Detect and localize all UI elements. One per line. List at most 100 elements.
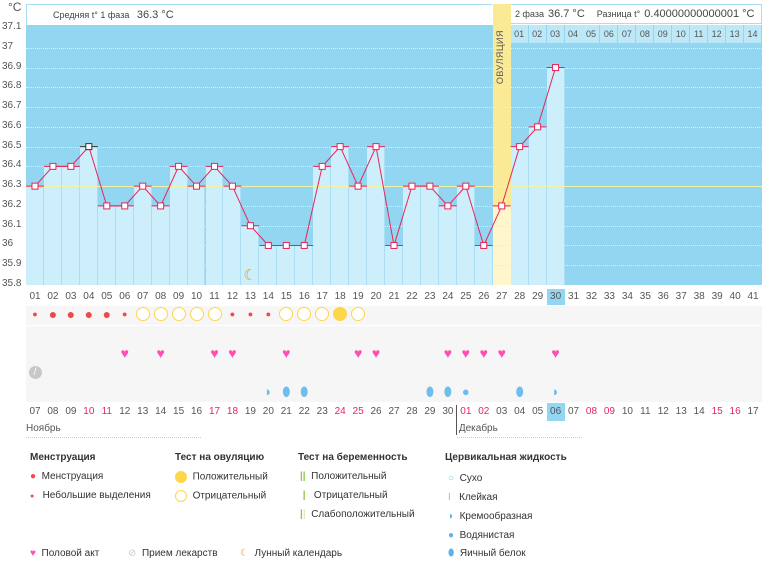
date-label[interactable]: 28 <box>406 406 418 417</box>
cycle-day-label[interactable]: 15 <box>280 291 292 302</box>
temperature-point[interactable] <box>300 241 308 249</box>
date-label[interactable]: 13 <box>675 406 687 417</box>
cycle-day-label[interactable]: 16 <box>298 291 310 302</box>
date-label[interactable]: 11 <box>640 406 651 417</box>
cycle-day-label[interactable]: 18 <box>334 291 346 302</box>
date-label[interactable]: 01 <box>460 406 472 417</box>
temperature-point[interactable] <box>354 182 362 190</box>
date-label[interactable]: 17 <box>747 406 759 417</box>
date-label[interactable]: 08 <box>585 406 598 417</box>
cycle-day-label[interactable]: 25 <box>460 291 472 302</box>
date-label[interactable]: 02 <box>478 406 490 417</box>
cycle-day-label[interactable]: 03 <box>65 291 77 302</box>
temperature-point[interactable] <box>462 182 470 190</box>
cycle-day-label[interactable]: 06 <box>119 291 131 302</box>
cycle-day-label[interactable]: 39 <box>711 291 723 302</box>
cycle-day-label[interactable]: 04 <box>83 291 95 302</box>
cycle-day-label[interactable]: 05 <box>101 291 113 302</box>
date-label[interactable]: 21 <box>280 406 292 417</box>
cycle-day-label[interactable]: 33 <box>603 291 615 302</box>
temperature-point[interactable] <box>264 241 272 249</box>
cycle-day-label[interactable]: 26 <box>478 291 490 302</box>
temperature-point[interactable] <box>67 162 75 170</box>
date-label[interactable]: 26 <box>370 406 382 417</box>
cycle-day-label[interactable]: 36 <box>657 291 669 302</box>
date-label[interactable]: 17 <box>208 406 221 417</box>
cycle-day-label[interactable]: 29 <box>532 291 544 302</box>
cycle-day-label[interactable]: 20 <box>370 291 382 302</box>
date-label[interactable]: 09 <box>65 406 77 417</box>
temperature-point[interactable] <box>210 162 218 170</box>
cycle-day-label[interactable]: 22 <box>406 291 418 302</box>
temperature-point[interactable] <box>318 162 326 170</box>
temperature-point[interactable] <box>175 162 183 170</box>
date-label[interactable]: 16 <box>190 406 203 417</box>
date-label[interactable]: 16 <box>729 406 741 417</box>
cycle-day-label[interactable]: 14 <box>262 291 274 302</box>
date-label[interactable]: 15 <box>173 406 185 417</box>
date-label[interactable]: 12 <box>657 406 669 417</box>
date-label[interactable]: 14 <box>693 406 705 417</box>
date-label[interactable]: 12 <box>119 406 131 417</box>
temperature-point[interactable] <box>282 241 290 249</box>
date-label[interactable]: 06 <box>546 403 565 421</box>
cycle-day-label[interactable]: 41 <box>747 291 759 302</box>
cycle-day-label[interactable]: 32 <box>585 291 598 302</box>
temperature-point[interactable] <box>372 143 380 151</box>
date-label[interactable]: 11 <box>101 406 112 417</box>
temperature-chart[interactable]: 01 02 03 04 05 06 07 08 09 10 11 12 13 14 ☾ <box>26 4 762 285</box>
temperature-point[interactable] <box>31 182 39 190</box>
date-label[interactable]: 10 <box>621 406 633 417</box>
cycle-day-label[interactable]: 30 <box>546 289 565 305</box>
temperature-point[interactable] <box>498 202 506 210</box>
date-label[interactable]: 05 <box>532 406 544 417</box>
date-label[interactable]: 15 <box>711 406 723 417</box>
temperature-point[interactable] <box>49 162 57 170</box>
temperature-point[interactable] <box>480 241 488 249</box>
temperature-point[interactable] <box>246 222 254 230</box>
cycle-day-label[interactable]: 07 <box>137 291 149 302</box>
cycle-day-label[interactable]: 23 <box>424 291 436 302</box>
cycle-day-label[interactable]: 27 <box>496 291 508 302</box>
date-label[interactable]: 22 <box>298 406 310 417</box>
date-label[interactable]: 24 <box>334 406 346 417</box>
date-label[interactable]: 08 <box>47 406 59 417</box>
cycle-day-label[interactable]: 11 <box>209 291 220 302</box>
temperature-point[interactable] <box>336 143 344 151</box>
date-label[interactable]: 10 <box>83 406 95 417</box>
temperature-point[interactable] <box>85 143 93 151</box>
cycle-day-label[interactable]: 21 <box>388 291 400 302</box>
temperature-point[interactable] <box>103 202 111 210</box>
temperature-point[interactable] <box>426 182 434 190</box>
cycle-day-label[interactable]: 17 <box>316 291 328 302</box>
date-label[interactable]: 07 <box>29 406 41 417</box>
cycle-day-label[interactable]: 40 <box>729 291 741 302</box>
cycle-day-label[interactable]: 09 <box>173 291 185 302</box>
date-label[interactable]: 23 <box>316 406 328 417</box>
cycle-day-label[interactable]: 10 <box>190 291 203 302</box>
date-label[interactable]: 09 <box>603 406 615 417</box>
cycle-day-label[interactable]: 35 <box>639 291 651 302</box>
date-label[interactable]: 04 <box>514 406 526 417</box>
cycle-day-label[interactable]: 12 <box>226 291 239 302</box>
cycle-day-label[interactable]: 38 <box>693 291 705 302</box>
date-label[interactable]: 27 <box>388 406 400 417</box>
temperature-point[interactable] <box>408 182 416 190</box>
temperature-point[interactable] <box>534 123 542 131</box>
date-label[interactable]: 19 <box>244 406 256 417</box>
date-label[interactable]: 25 <box>352 406 364 417</box>
temperature-point[interactable] <box>516 143 524 151</box>
date-label[interactable]: 07 <box>567 406 580 417</box>
cycle-day-label[interactable]: 08 <box>155 291 167 302</box>
date-label[interactable]: 20 <box>262 406 274 417</box>
temperature-point[interactable] <box>121 202 129 210</box>
cycle-day-label[interactable]: 34 <box>621 291 633 302</box>
cycle-day-label[interactable]: 28 <box>514 291 526 302</box>
date-label[interactable]: 29 <box>424 406 436 417</box>
temperature-point[interactable] <box>444 202 452 210</box>
temperature-point[interactable] <box>228 182 236 190</box>
cycle-day-label[interactable]: 31 <box>567 291 580 302</box>
cycle-day-label[interactable]: 01 <box>29 291 41 302</box>
date-label[interactable]: 18 <box>226 406 239 417</box>
temperature-point[interactable] <box>139 182 147 190</box>
